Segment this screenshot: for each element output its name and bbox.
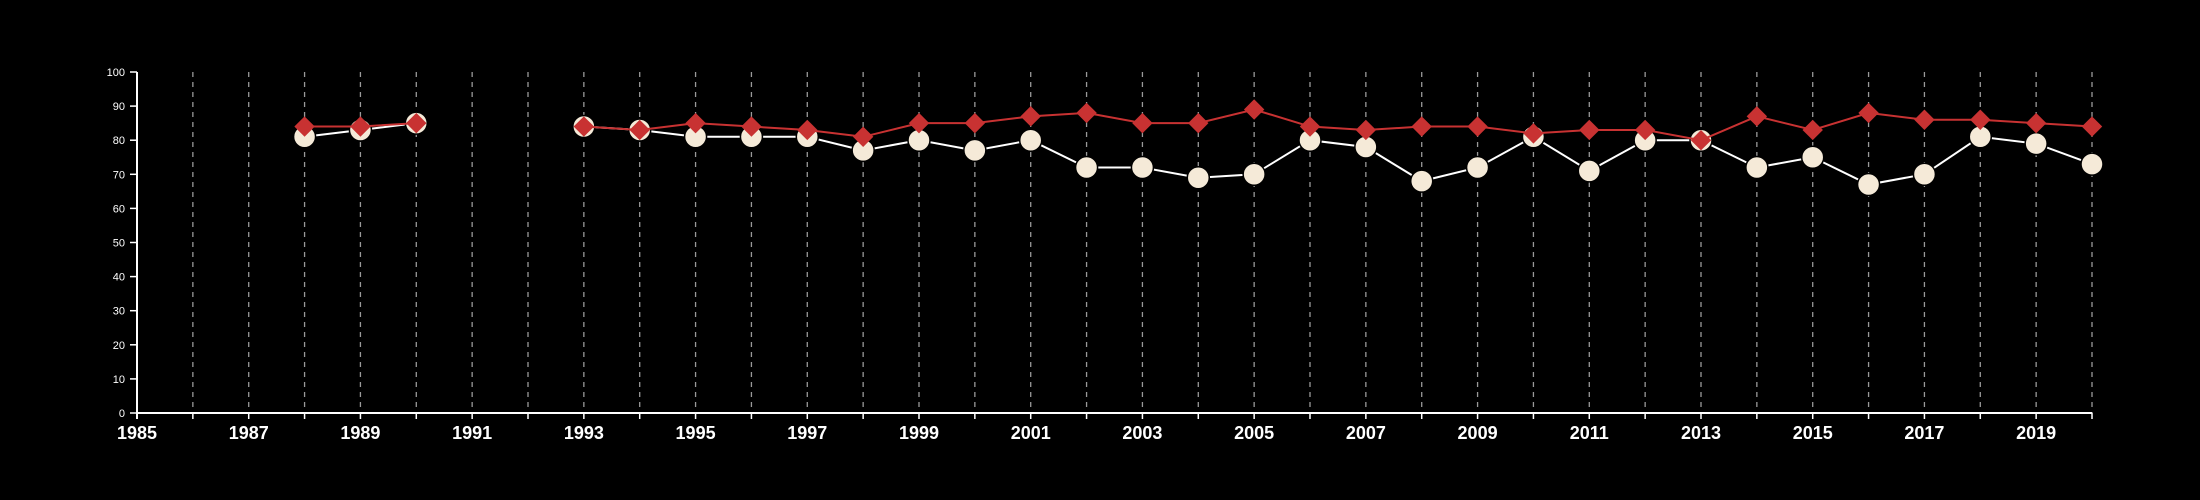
y-tick-label-80: 80	[113, 135, 125, 147]
y-tick-label-30: 30	[113, 306, 125, 318]
series-2-point-2014	[1746, 106, 1768, 127]
series-2-point-2013	[1690, 129, 1712, 151]
series-2-point-2003	[1132, 112, 1153, 134]
series-1-point-2003	[1130, 155, 1155, 180]
series-2-point-1996	[741, 116, 762, 137]
series-2-point-1989	[350, 116, 371, 137]
series-2-point-2007	[1355, 119, 1377, 141]
series-2-line-2	[583, 108, 2093, 142]
x-tick-label-2019: 2019	[2016, 423, 2056, 443]
y-tick-label-10: 10	[113, 374, 125, 386]
x-tick-label-2003: 2003	[1122, 423, 1162, 443]
series-2-point-2020	[2081, 116, 2103, 137]
series-2-point-2004	[1188, 112, 1209, 134]
y-tick-label-20: 20	[113, 340, 125, 352]
y-tick-label-0: 0	[119, 408, 125, 420]
x-tick-label-2007: 2007	[1346, 423, 1386, 443]
x-tick-label-1991: 1991	[452, 423, 492, 443]
series-2-point-2002	[1076, 102, 1097, 124]
y-tick-label-100: 100	[107, 67, 125, 79]
series-1-point-2014	[1745, 155, 1769, 180]
series-1-point-2020	[2080, 152, 2104, 176]
series-2-point-1997	[797, 119, 818, 141]
series-2-point-1988	[294, 116, 315, 137]
series-2-point-2016	[1858, 102, 1879, 124]
series-2-point-2008	[1411, 116, 1432, 137]
series-1-point-2015	[1800, 145, 1825, 169]
x-tick-label-2013: 2013	[1681, 423, 1721, 443]
series-2-point-2015	[1802, 119, 1823, 141]
series-1-line-2	[583, 125, 2093, 186]
grid-layer	[192, 72, 2093, 413]
x-tick-label-1999: 1999	[899, 423, 939, 443]
series-2-point-1990	[406, 112, 427, 134]
series-2-point-2019	[2025, 112, 2047, 134]
series-2-point-2009	[1467, 116, 1488, 137]
y-tick-label-70: 70	[113, 169, 125, 181]
x-tick-label-1987: 1987	[229, 423, 269, 443]
series-1-point-2002	[1074, 155, 1099, 180]
series-2-point-2000	[964, 112, 986, 134]
series-1-point-2005	[1242, 162, 1266, 187]
x-tick-label-2015: 2015	[1793, 423, 1833, 443]
x-tick-label-2011: 2011	[1570, 423, 1609, 443]
series-2-point-1995	[685, 112, 706, 134]
series-2-point-2012	[1634, 119, 1656, 141]
series-2-point-2018	[1970, 109, 1991, 130]
y-tick-label-50: 50	[113, 238, 125, 250]
series-2-point-2005	[1243, 99, 1265, 120]
series-2-point-2017	[1914, 109, 1935, 130]
series-2-point-1994	[629, 119, 650, 141]
series-1-point-2016	[1856, 172, 1881, 197]
series-2-point-2006	[1299, 116, 1321, 137]
y-tick-label-40: 40	[113, 272, 125, 284]
x-tick-label-1995: 1995	[676, 423, 716, 443]
series-1-point-2001	[1018, 128, 1043, 152]
series-2-point-2011	[1579, 119, 1600, 141]
axes: 0 10 20 30 40 50 60 70 80 90 100 1985 1987 1989 1991 19…	[107, 67, 2093, 443]
series-1-point-2004	[1186, 165, 1211, 190]
series-1-point-2017	[1912, 162, 1937, 187]
series-2-point-2010	[1523, 123, 1544, 144]
series-1-point-2009	[1465, 155, 1490, 180]
series-2-point-2001	[1020, 106, 1041, 127]
series-2-point-1999	[908, 112, 930, 134]
series-1-point-2019	[2024, 131, 2048, 156]
x-tick-label-2005: 2005	[1234, 423, 1274, 443]
series-layer	[292, 99, 2104, 197]
series-2-point-1998	[852, 126, 874, 147]
x-tick-label-1985: 1985	[117, 423, 157, 443]
series-1-point-2008	[1409, 169, 1434, 193]
series-2-point-1993	[573, 116, 595, 137]
x-tick-label-1993: 1993	[564, 423, 604, 443]
series-1-point-2011	[1577, 159, 1602, 183]
x-tick-label-2017: 2017	[1904, 423, 1944, 443]
x-tick-label-2001: 2001	[1011, 423, 1051, 443]
y-tick-label-90: 90	[113, 101, 125, 113]
y-tick-label-60: 60	[113, 203, 125, 215]
x-tick-label-1997: 1997	[787, 423, 827, 443]
x-tick-label-1989: 1989	[340, 423, 380, 443]
series-1-point-2000	[963, 138, 987, 163]
x-tick-label-2009: 2009	[1458, 423, 1498, 443]
